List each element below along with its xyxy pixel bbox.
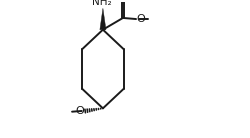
Text: O: O xyxy=(76,106,84,116)
Polygon shape xyxy=(100,8,106,30)
Text: NH₂: NH₂ xyxy=(92,0,112,7)
Text: O: O xyxy=(136,14,145,24)
